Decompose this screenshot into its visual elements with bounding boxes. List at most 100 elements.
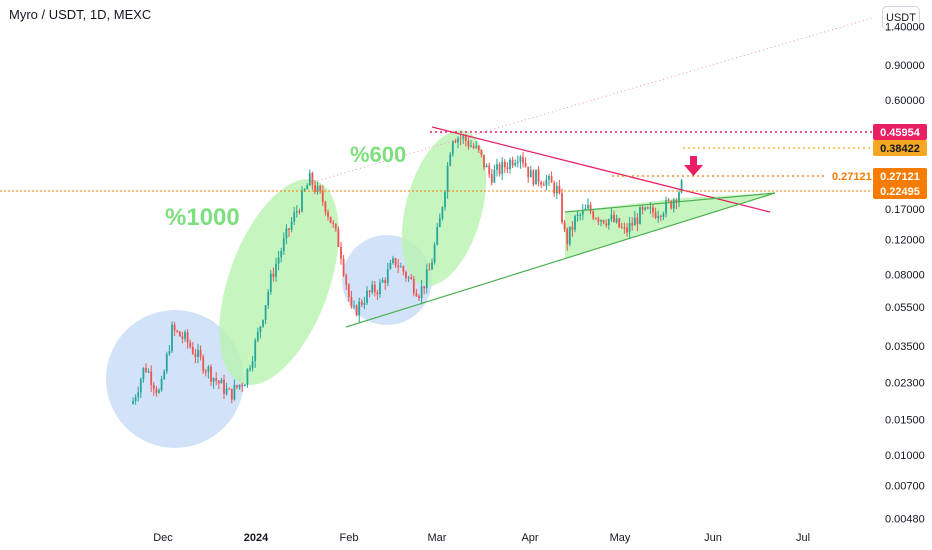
candle-body [381, 280, 384, 283]
candle-body [275, 263, 277, 277]
candle-body [428, 269, 431, 271]
x-tick-label: Jul [796, 532, 810, 544]
candle-body [389, 262, 392, 269]
rally-zone-2 [401, 130, 487, 286]
candle-body [158, 390, 160, 393]
candle-body [371, 284, 374, 293]
candle-body [230, 388, 233, 400]
candle-body [425, 269, 428, 289]
candle-body [633, 217, 636, 226]
candle-body [558, 185, 561, 194]
candle-body [194, 353, 197, 357]
candle-body [282, 238, 285, 252]
price-label-box [873, 140, 927, 156]
candle-body [405, 272, 407, 278]
trend-lines [0, 17, 873, 328]
candle-body [485, 165, 488, 168]
candle-body [407, 277, 410, 279]
candle-body [394, 258, 397, 266]
candle-body [215, 378, 218, 381]
axes: 1.40000 0.90000 0.60000 0.17000 0.12000 0.080… [153, 21, 925, 544]
candle-body [269, 273, 272, 292]
rally-zone-1 [219, 179, 339, 385]
candle-body [254, 340, 257, 362]
candle-body [553, 182, 556, 194]
price-label-text: 0.38422 [880, 143, 920, 155]
currency-button[interactable]: USDT [882, 6, 920, 30]
triangle-upper-edge [564, 192, 776, 213]
candle-body [249, 368, 251, 370]
candle-body [501, 161, 504, 174]
candle-body [670, 200, 673, 209]
candle-body [181, 336, 184, 339]
candle-body [397, 265, 400, 268]
candle-body [644, 207, 647, 210]
candle-body [568, 226, 571, 245]
candle-body [337, 228, 340, 247]
candle-body [368, 290, 371, 293]
candle-body [402, 266, 405, 273]
candle-body [197, 349, 199, 357]
candle-body [280, 251, 283, 258]
candle-body [184, 332, 186, 339]
candle-body [542, 184, 545, 186]
candle-body [628, 223, 631, 233]
candle-body [641, 207, 644, 210]
candle-body [303, 189, 306, 191]
candle-body [319, 185, 322, 192]
candle-body [152, 384, 155, 389]
candle-body [605, 223, 608, 226]
candle-body [256, 332, 259, 341]
candle-body [251, 361, 254, 369]
candle-body [444, 191, 446, 208]
candle-body [220, 379, 223, 384]
candle-body [321, 191, 324, 202]
candle-body [477, 145, 480, 150]
candle-body [262, 319, 264, 327]
y-tick-label: 0.01500 [885, 415, 925, 427]
candle-body [561, 193, 563, 223]
candle-body [358, 301, 361, 316]
candle-body [241, 384, 244, 387]
candle-body [298, 211, 301, 213]
candle-body [360, 301, 363, 305]
y-tick-label: 0.00700 [885, 481, 925, 493]
candle-body [537, 169, 540, 183]
candle-body [623, 227, 626, 229]
candle-body [607, 219, 610, 226]
candle-body [308, 172, 311, 186]
candle-body [210, 366, 212, 382]
candle-body [529, 170, 532, 178]
candle-body [475, 145, 478, 148]
candle-body [327, 212, 329, 217]
candle-body [496, 164, 498, 170]
candle-body [509, 159, 511, 170]
candle-body [324, 201, 327, 213]
candle-body [301, 190, 303, 212]
candle-body [680, 180, 683, 193]
projection-line [309, 17, 873, 184]
candle-body [306, 185, 309, 190]
candle-body [436, 227, 439, 245]
candle-body [420, 286, 423, 298]
candle-body [217, 380, 220, 384]
candle-body [438, 218, 441, 228]
candle-body [524, 163, 527, 167]
candle-body [657, 216, 660, 219]
candle-body [168, 351, 171, 355]
candle-body [399, 266, 402, 268]
annotation-shapes [106, 130, 775, 448]
candle-body [332, 222, 335, 224]
candle-body [576, 214, 579, 217]
x-tick-label: May [610, 532, 631, 544]
candle-body [418, 296, 420, 298]
candle-body [134, 397, 137, 402]
support-trendline [345, 192, 776, 328]
candle-body [652, 207, 654, 213]
y-tick-label: 0.03500 [885, 341, 925, 353]
candle-body [581, 209, 584, 215]
candle-body [173, 324, 176, 331]
candle-body [592, 211, 595, 219]
candle-body [191, 346, 194, 354]
